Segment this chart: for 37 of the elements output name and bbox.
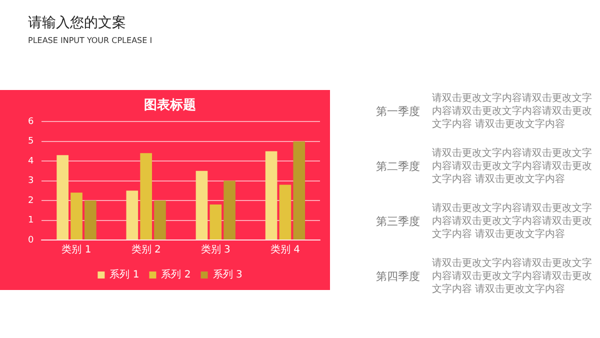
text: 请输入您的文案	[28, 14, 126, 32]
legend-label: 系列 3	[212, 268, 242, 281]
bar	[196, 170, 208, 240]
text: 第三季度	[376, 214, 421, 228]
x-tick-label: 类别 3	[200, 244, 230, 256]
x-tick-label: 类别 2	[131, 244, 161, 256]
bar	[293, 141, 306, 240]
y-tick-label: 5	[28, 136, 34, 147]
text: 请双击更改文字内容请双击更改文字内容请双击更改文字内容请双击更改文字内容 请双击更改文字内容	[432, 256, 593, 296]
legend-label: 系列 1	[110, 268, 140, 281]
bar	[154, 200, 166, 240]
bar	[56, 155, 69, 240]
bar	[140, 153, 152, 240]
x-tick-label: 类别 4	[270, 244, 300, 256]
text: PLEASE INPUT YOUR CPLEASE I	[28, 36, 152, 45]
y-tick-label: 3	[28, 176, 34, 186]
y-tick-label: 6	[28, 116, 34, 127]
bar	[126, 190, 138, 240]
bar	[265, 151, 278, 240]
x-tick-label: 类别 1	[62, 244, 92, 256]
legend-label: 系列 2	[161, 268, 191, 281]
text: 第二季度	[376, 158, 421, 174]
text: 第一季度	[376, 104, 421, 118]
y-tick-label: 2	[28, 196, 34, 206]
bar	[84, 200, 96, 240]
text: 请双击更改文字内容请双击更改文字内容请双击更改文字内容请双击更改文字内容 请双击更改文字内容	[432, 146, 593, 186]
y-tick-label: 1	[28, 216, 34, 226]
text: 第四季度	[376, 268, 421, 284]
text: 请双击更改文字内容请双击更改文字内容请双击更改文字内容请双击更改文字内容 请双击更改文字内容	[432, 92, 593, 130]
bar	[224, 180, 236, 240]
bar	[70, 192, 82, 240]
text: 请双击更改文字内容请双击更改文字内容请双击更改文字内容请双击更改文字内容 请双击更改文字内容	[432, 202, 593, 240]
bar	[279, 184, 292, 240]
y-tick-label: 4	[28, 156, 34, 166]
y-tick-label: 0	[28, 235, 34, 246]
bar	[210, 204, 222, 240]
chart-title: 图表标题	[144, 98, 196, 114]
